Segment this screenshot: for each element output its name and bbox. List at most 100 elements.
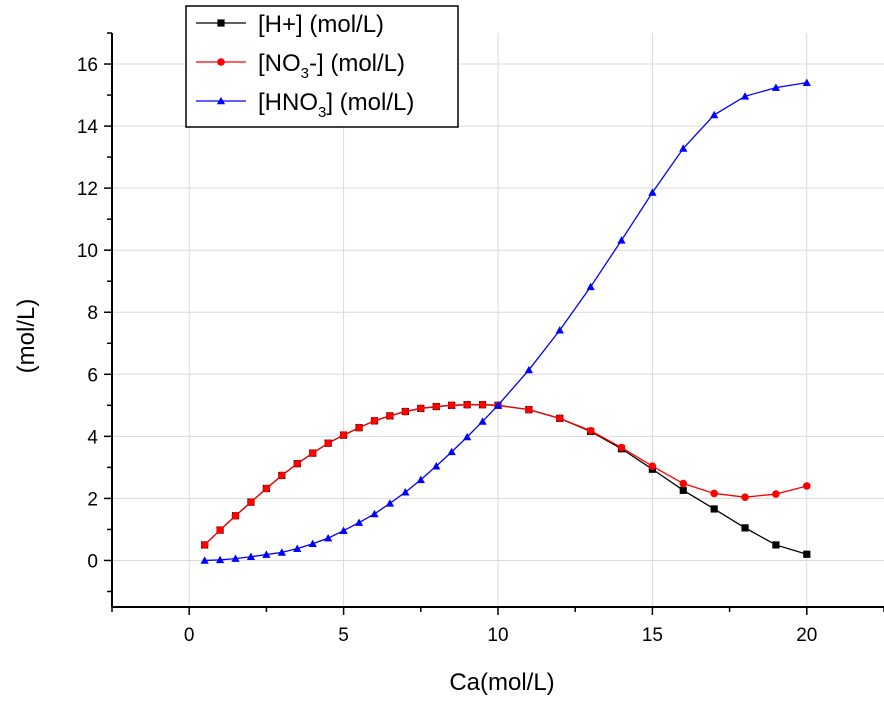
data-point	[679, 486, 687, 494]
data-point	[803, 550, 811, 558]
data-point	[370, 509, 379, 518]
data-point	[524, 365, 534, 374]
y-tick-label: 2	[87, 489, 98, 510]
data-point	[308, 539, 317, 548]
legend-box	[185, 5, 459, 128]
data-point	[231, 511, 240, 520]
series-line	[204, 404, 807, 555]
data-point	[679, 479, 688, 488]
data-point	[710, 505, 718, 513]
data-point	[803, 482, 811, 490]
data-point	[231, 554, 240, 562]
x-tick-label: 20	[796, 625, 817, 646]
series-line	[204, 404, 807, 546]
data-point	[478, 400, 487, 409]
data-point	[586, 282, 595, 291]
legend-marker	[216, 96, 226, 105]
series-line	[204, 82, 807, 562]
series-0	[201, 401, 811, 558]
y-tick-label: 10	[77, 241, 98, 262]
data-point	[447, 401, 456, 410]
data-point	[370, 417, 379, 425]
x-tick-label: 15	[642, 625, 663, 646]
data-point	[617, 443, 626, 452]
data-point	[215, 555, 225, 564]
data-point	[772, 541, 780, 549]
legend-label: [HNO3] (mol/L)	[258, 89, 414, 121]
legend-item-1: [NO3-] (mol/L)	[196, 50, 405, 82]
data-point	[648, 462, 657, 470]
series-2	[200, 78, 811, 564]
data-point	[741, 524, 749, 532]
data-point	[525, 405, 533, 414]
data-point	[339, 526, 348, 534]
data-point	[555, 326, 564, 334]
x-tick-label: 5	[338, 625, 349, 646]
data-point	[355, 423, 363, 432]
series-layer	[200, 78, 811, 564]
tick-labels: 0 5 10 15 20 0 2 4 6 8 10 12 14 16	[77, 55, 818, 646]
data-point	[740, 92, 750, 100]
data-point	[401, 488, 410, 496]
data-point	[432, 402, 441, 411]
legend: [H+] (mol/L) [NO3-] (mol/L) [HNO3] (mol/L)	[185, 5, 459, 128]
data-point	[462, 432, 472, 441]
data-point	[277, 548, 286, 556]
data-point	[324, 439, 332, 447]
data-point	[324, 533, 333, 542]
y-tick-label: 4	[87, 427, 98, 448]
data-point	[555, 414, 564, 423]
data-point	[447, 447, 456, 456]
grid	[112, 33, 884, 607]
data-point	[741, 493, 749, 501]
data-point	[771, 83, 781, 91]
legend-item-0: [H+] (mol/L)	[196, 11, 384, 38]
data-point	[586, 426, 595, 435]
data-point	[262, 550, 271, 558]
data-point	[432, 461, 441, 470]
data-point	[710, 489, 718, 498]
y-tick-label: 14	[77, 117, 99, 138]
data-point	[278, 471, 286, 480]
x-axis-title: Ca(mol/L)	[449, 669, 554, 696]
y-tick-label: 0	[87, 551, 98, 572]
legend-label: [H+] (mol/L)	[258, 11, 384, 38]
data-point	[386, 412, 394, 420]
x-tick-label: 0	[184, 625, 195, 646]
legend-item-2: [HNO3] (mol/L)	[196, 89, 414, 121]
data-point	[293, 544, 302, 552]
data-point	[802, 78, 811, 86]
data-point	[648, 188, 657, 196]
data-point	[493, 401, 503, 409]
data-point	[200, 541, 209, 549]
y-tick-label: 6	[87, 365, 98, 386]
axes	[104, 32, 884, 615]
data-point	[679, 144, 688, 152]
data-point	[416, 475, 425, 484]
legend-label: [NO3-] (mol/L)	[258, 50, 405, 82]
data-point	[385, 499, 395, 507]
data-point	[417, 404, 425, 413]
legend-marker	[217, 58, 225, 66]
data-point	[401, 407, 410, 416]
series-1	[200, 400, 811, 549]
data-point	[293, 459, 302, 468]
y-axis-title: (mol/L)	[13, 299, 40, 374]
data-point	[216, 526, 224, 534]
data-point	[308, 449, 317, 457]
data-point	[617, 236, 626, 244]
y-tick-label: 8	[87, 303, 98, 324]
legend-marker	[217, 19, 225, 27]
data-point	[246, 552, 256, 561]
x-tick-label: 10	[487, 625, 508, 646]
data-point	[262, 484, 271, 493]
data-point	[710, 110, 719, 119]
data-point	[772, 490, 780, 498]
data-point	[463, 400, 471, 409]
y-tick-label: 12	[77, 179, 98, 200]
data-point	[200, 556, 209, 564]
data-point	[354, 518, 364, 526]
y-tick-label: 16	[77, 55, 98, 76]
data-point	[339, 431, 348, 439]
